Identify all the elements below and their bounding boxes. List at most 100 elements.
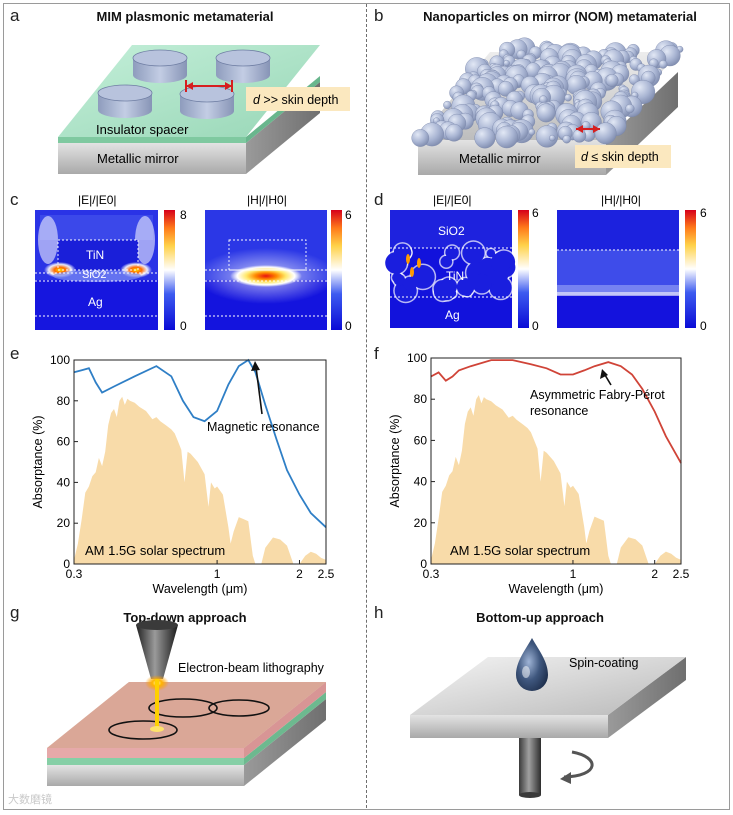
f-spectrum-label: AM 1.5G solar spectrum bbox=[450, 543, 590, 558]
f-annotation-line2: resonance bbox=[530, 404, 588, 418]
x-tick-label: 0.3 bbox=[423, 567, 440, 581]
panel-letter-h: h bbox=[374, 603, 384, 622]
x-tick-label: 2 bbox=[296, 567, 303, 581]
e-annotation: Magnetic resonance bbox=[207, 420, 320, 434]
electron-beam bbox=[155, 679, 159, 729]
panel-letter-c: c bbox=[10, 190, 19, 209]
nanoparticle-section bbox=[440, 255, 453, 268]
d-cbar-e-min: 0 bbox=[532, 319, 539, 333]
nanoparticle bbox=[594, 122, 617, 145]
rotation-arrow bbox=[563, 750, 594, 779]
metal-disk bbox=[132, 49, 188, 83]
panel-letter-d: d bbox=[374, 190, 384, 209]
y-tick-label: 80 bbox=[57, 394, 71, 408]
nanoparticle-section bbox=[490, 252, 511, 273]
mirror-label-a: Metallic mirror bbox=[97, 151, 179, 166]
nanoparticle bbox=[572, 128, 587, 143]
y-tick-label: 0 bbox=[420, 557, 427, 571]
y-tick-label: 40 bbox=[414, 475, 428, 489]
top-down-schematic: Electron-beam lithography bbox=[47, 620, 326, 786]
field-hotspot bbox=[417, 258, 421, 268]
nanoparticle bbox=[474, 127, 496, 149]
nanoparticle-section bbox=[393, 274, 406, 286]
panel-letter-f: f bbox=[374, 344, 379, 363]
y-tick-label: 40 bbox=[57, 475, 71, 489]
nanoparticle bbox=[549, 134, 556, 142]
e-spectrum-label: AM 1.5G solar spectrum bbox=[85, 543, 225, 558]
panel-a-title: MIM plasmonic metamaterial bbox=[96, 9, 274, 24]
x-tick-label: 1 bbox=[570, 567, 577, 581]
plot-frame bbox=[430, 357, 682, 565]
skin-depth-note-a: d >> skin depth bbox=[253, 93, 339, 107]
c-colorbar-e bbox=[164, 210, 175, 330]
d-colorbar-e bbox=[518, 210, 529, 328]
c-h-field-map bbox=[196, 210, 336, 330]
y-tick-label: 20 bbox=[414, 516, 428, 530]
nanoparticle bbox=[536, 103, 556, 123]
c-cbar-h-max: 6 bbox=[345, 208, 352, 222]
nanoparticle-section bbox=[410, 265, 435, 289]
d-colorbar-h bbox=[685, 210, 696, 328]
f-annotation-line1: Asymmetric Fabry-Pérot bbox=[530, 388, 665, 402]
mirror-front bbox=[418, 140, 606, 175]
field-maps-d: |E|/|E0| |H|/|H0| SiO2 TiN Ag 6 0 6 0 bbox=[383, 193, 707, 333]
ebl-label: Electron-beam lithography bbox=[178, 661, 325, 675]
c-map-e-title: |E|/|E0| bbox=[78, 193, 116, 207]
x-tick-label: 2.5 bbox=[673, 567, 690, 581]
panel-h-title: Bottom-up approach bbox=[476, 610, 604, 625]
nanoparticle bbox=[605, 74, 619, 87]
nanoparticle bbox=[562, 134, 571, 144]
f-annotation-arrow bbox=[600, 369, 612, 386]
panel-letter-b: b bbox=[374, 6, 384, 25]
nanoparticle-section bbox=[472, 274, 492, 294]
bottom-up-schematic: Spin-coating bbox=[410, 638, 686, 798]
panel-letter-g: g bbox=[10, 603, 20, 622]
gap-arrow bbox=[185, 80, 233, 92]
mim-schematic: d >> skin depth Insulator spacer Metalli… bbox=[58, 45, 350, 174]
y-tick-label: 60 bbox=[57, 435, 71, 449]
droplet bbox=[516, 638, 548, 691]
c-cbar-e-max: 8 bbox=[180, 208, 187, 222]
y-axis-label: Absorptance (%) bbox=[31, 415, 45, 508]
nanoparticle-section bbox=[486, 249, 496, 258]
pattern-ring bbox=[148, 698, 218, 718]
y-tick-label: 80 bbox=[414, 392, 428, 406]
x-tick-label: 2.5 bbox=[318, 567, 335, 581]
nanoparticle bbox=[445, 123, 463, 142]
mirror-front bbox=[58, 143, 246, 174]
insulator-spacer-label: Insulator spacer bbox=[96, 122, 189, 137]
nanoparticle-section bbox=[462, 241, 485, 264]
metal-disk bbox=[215, 49, 271, 83]
x-tick-label: 1 bbox=[214, 567, 221, 581]
skin-depth-note-b: d ≤ skin depth bbox=[581, 150, 659, 164]
absorptance-chart-f: 0 20 40 60 80 100 0.3 1 2 2.5 Wavelength (μm) Absor… bbox=[388, 351, 690, 596]
y-tick-label: 100 bbox=[50, 353, 70, 367]
absorptance-line bbox=[430, 359, 682, 464]
c-colorbar-h bbox=[331, 210, 342, 330]
mirror-label-b: Metallic mirror bbox=[459, 151, 541, 166]
particle-gap-arrow bbox=[576, 125, 600, 133]
y-tick-label: 60 bbox=[414, 433, 428, 447]
panel-letter-e: e bbox=[10, 344, 20, 363]
e-annotation-arrow bbox=[251, 361, 263, 415]
x-tick-label: 0.3 bbox=[66, 567, 83, 581]
watermark: 大数磨镜 bbox=[8, 794, 52, 806]
metal-disk bbox=[179, 85, 235, 119]
x-axis-label: Wavelength (μm) bbox=[509, 582, 604, 596]
d-layer-ag: Ag bbox=[445, 308, 460, 322]
nanoparticle bbox=[625, 103, 635, 114]
nanoparticle bbox=[564, 93, 572, 102]
nanoparticle-section bbox=[434, 283, 452, 301]
ebeam-column bbox=[136, 625, 178, 679]
pattern-ring bbox=[208, 699, 270, 717]
x-tick-label: 2 bbox=[651, 567, 658, 581]
c-map-h-title: |H|/|H0| bbox=[247, 193, 287, 207]
absorptance-chart-e: 0 20 40 60 80 100 0.3 1 2 2.5 Wavelength (μm) Absor… bbox=[31, 353, 335, 596]
d-cbar-h-max: 6 bbox=[700, 206, 707, 220]
spin-coating-label: Spin-coating bbox=[569, 656, 639, 670]
nanoparticle-section bbox=[456, 278, 475, 296]
plot-frame bbox=[73, 359, 327, 565]
c-cbar-h-min: 0 bbox=[345, 319, 352, 333]
c-layer-ag: Ag bbox=[88, 295, 103, 309]
